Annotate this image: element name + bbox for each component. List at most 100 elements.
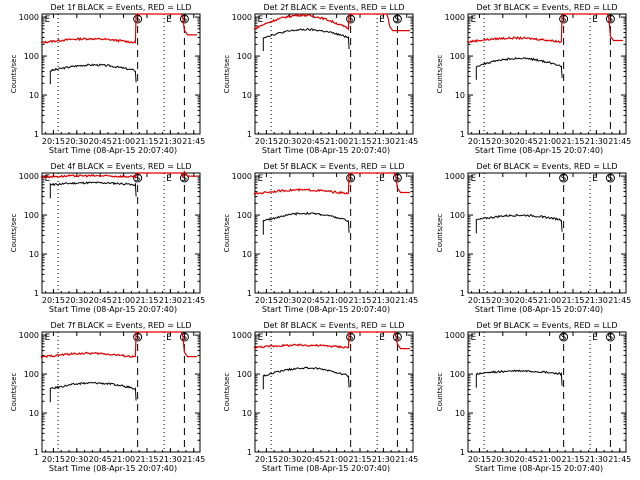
x-axis-label: Start Time (08-Apr-15 20:07:40) — [49, 146, 177, 155]
marker-e: E — [45, 333, 51, 343]
x-tick-label: 20:15 — [255, 137, 278, 146]
x-tick-label: 21:45 — [182, 455, 205, 464]
x-tick-label: 21:00 — [325, 455, 348, 464]
chart-title: Det 1f BLACK = Events, RED = LLD — [50, 3, 191, 12]
x-tick-label: 21:30 — [585, 296, 608, 305]
lld-series-line — [253, 172, 410, 195]
x-tick-label: 21:30 — [159, 296, 182, 305]
x-tick-label: 20:30 — [491, 455, 514, 464]
marker-circle — [559, 332, 569, 342]
x-tick-label: 21:15 — [135, 137, 158, 146]
marker-e: E — [379, 333, 385, 343]
chart-title: Det 5f BLACK = Events, RED = LLD — [263, 162, 404, 171]
x-tick-label: 20:45 — [515, 137, 538, 146]
marker-s: S — [135, 15, 141, 25]
marker-circle — [133, 173, 143, 183]
x-tick-label: 21:00 — [538, 455, 561, 464]
y-axis-label: Counts/sec — [223, 55, 231, 94]
marker-e: E — [379, 15, 385, 25]
marker-s: S — [394, 15, 400, 25]
y-tick-label: 1000 — [445, 331, 465, 340]
marker-circle — [346, 14, 356, 24]
y-tick-label: 1 — [460, 448, 465, 457]
marker-s: S — [561, 15, 567, 25]
y-axis-label: Counts/sec — [223, 373, 231, 412]
marker-s: S — [394, 174, 400, 184]
lld-series-line — [40, 331, 197, 360]
y-tick-label: 100 — [237, 211, 252, 220]
x-tick-label: 20:30 — [491, 296, 514, 305]
events-series-line — [262, 211, 350, 235]
x-tick-label: 21:00 — [538, 137, 561, 146]
y-tick-label: 10 — [455, 91, 465, 100]
x-tick-label: 21:30 — [372, 296, 395, 305]
x-tick-label: 20:30 — [491, 137, 514, 146]
marker-s: S — [181, 333, 187, 343]
x-tick-label: 20:45 — [89, 455, 112, 464]
x-tick-label: 20:30 — [278, 296, 301, 305]
x-tick-label: 21:15 — [135, 296, 158, 305]
y-tick-label: 100 — [237, 370, 252, 379]
y-axis-label: Counts/sec — [436, 214, 444, 253]
x-tick-label: 21:15 — [348, 137, 371, 146]
y-tick-label: 1000 — [19, 13, 39, 22]
x-tick-label: 20:45 — [302, 455, 325, 464]
marker-circle — [605, 332, 615, 342]
x-tick-label: 20:15 — [42, 296, 65, 305]
marker-e: E — [592, 333, 598, 343]
x-tick-label: 20:45 — [515, 296, 538, 305]
marker-e: E — [45, 174, 51, 184]
y-tick-label: 1000 — [445, 172, 465, 181]
y-axis-label: Counts/sec — [223, 214, 231, 253]
chart-panel-6: Det 6f BLACK = Events, RED = LLD 1 10 100 10… — [436, 162, 631, 314]
x-axis-label: Start Time (08-Apr-15 20:07:40) — [475, 305, 603, 314]
lld-series-line — [40, 13, 197, 44]
y-tick-label: 100 — [24, 370, 39, 379]
x-tick-label: 20:45 — [302, 296, 325, 305]
events-series-line — [49, 381, 137, 403]
chart-title: Det 6f BLACK = Events, RED = LLD — [476, 162, 617, 171]
y-tick-label: 1000 — [232, 331, 252, 340]
x-tick-label: 21:15 — [561, 296, 584, 305]
events-series-line — [475, 369, 563, 388]
x-tick-label: 20:30 — [65, 296, 88, 305]
y-tick-label: 10 — [242, 409, 252, 418]
y-tick-label: 100 — [24, 211, 39, 220]
y-tick-label: 1000 — [232, 13, 252, 22]
x-tick-label: 21:45 — [182, 137, 205, 146]
plot-frame — [254, 13, 414, 135]
chart-panel-4: Det 4f BLACK = Events, RED = LLD 1 10 100 10… — [10, 162, 205, 314]
marker-circle — [559, 173, 569, 183]
marker-s: S — [394, 333, 400, 343]
y-tick-label: 1 — [34, 289, 39, 298]
x-tick-label: 21:00 — [325, 137, 348, 146]
events-series-line — [262, 366, 350, 390]
marker-s: S — [561, 174, 567, 184]
y-tick-label: 100 — [450, 211, 465, 220]
chart-panel-7: Det 7f BLACK = Events, RED = LLD 1 10 100 10… — [10, 321, 205, 473]
marker-s: S — [348, 15, 354, 25]
marker-s: S — [607, 333, 613, 343]
plot-frame — [467, 331, 627, 453]
marker-circle — [346, 173, 356, 183]
marker-e: E — [471, 333, 477, 343]
marker-s: S — [607, 174, 613, 184]
plot-frame — [254, 331, 414, 453]
x-tick-label: 20:15 — [42, 137, 65, 146]
x-tick-label: 21:45 — [608, 137, 631, 146]
y-tick-label: 1000 — [19, 172, 39, 181]
x-axis-label: Start Time (08-Apr-15 20:07:40) — [262, 464, 390, 473]
y-tick-label: 1 — [247, 448, 252, 457]
marker-circle — [133, 14, 143, 24]
chart-title: Det 8f BLACK = Events, RED = LLD — [263, 321, 404, 330]
x-tick-label: 20:30 — [65, 137, 88, 146]
plot-frame — [41, 13, 201, 135]
chart-panel-2: Det 2f BLACK = Events, RED = LLD 1 10 100 10… — [223, 3, 418, 155]
marker-circle — [605, 14, 615, 24]
y-tick-label: 1 — [460, 289, 465, 298]
x-tick-label: 21:15 — [348, 455, 371, 464]
x-tick-label: 21:00 — [538, 296, 561, 305]
chart-title: Det 2f BLACK = Events, RED = LLD — [263, 3, 404, 12]
x-tick-label: 21:45 — [395, 137, 418, 146]
marker-e: E — [166, 174, 172, 184]
